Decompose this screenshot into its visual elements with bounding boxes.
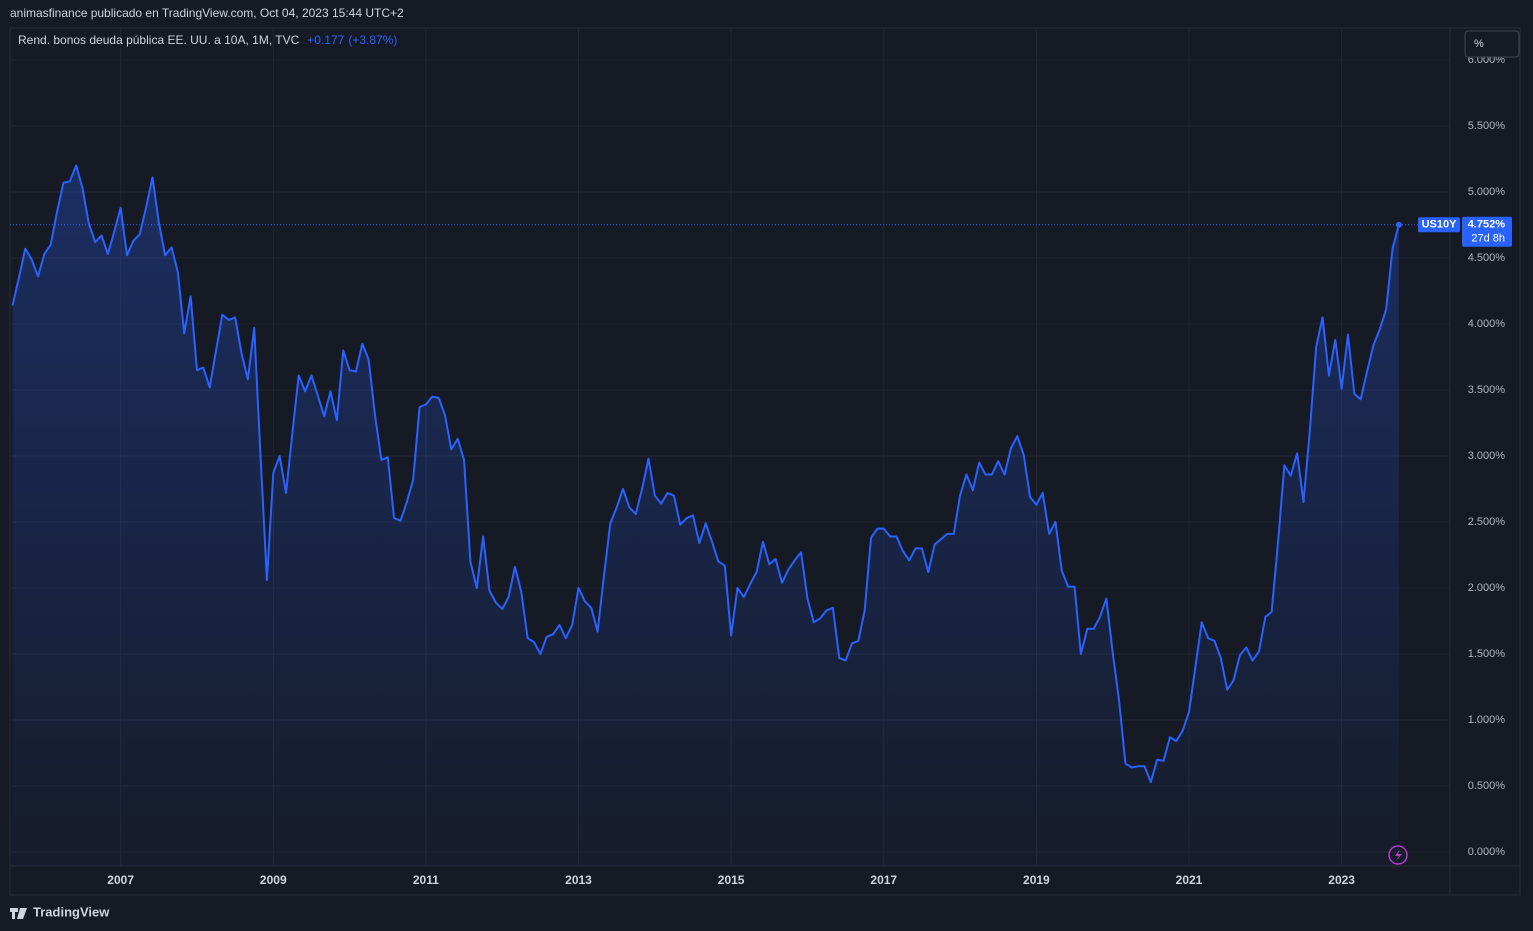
x-tick-label: 2019	[1023, 873, 1050, 887]
area-fill	[12, 165, 1399, 866]
lightning-icon[interactable]	[1388, 845, 1408, 865]
y-tick-label: 1.000%	[1468, 714, 1506, 726]
y-tick-label: 5.500%	[1468, 120, 1506, 132]
x-tick-label: 2009	[260, 873, 287, 887]
series-name: US10Y	[1422, 219, 1458, 231]
lightning-bolt	[1395, 849, 1402, 861]
y-tick-label: 5.000%	[1468, 186, 1506, 198]
y-tick-label: 2.000%	[1468, 582, 1506, 594]
brand: TradingView	[33, 904, 110, 919]
change-percent: (+3.87%)	[348, 33, 397, 47]
change-value: +0.177	[307, 33, 344, 47]
x-tick-label: 2017	[870, 873, 897, 887]
axes: 0.000% 0.500% 1.000% 1.500% 2.000% 2.500% 3.00…	[107, 54, 1512, 887]
y-tick-label: 1.500%	[1468, 648, 1506, 660]
y-tick-label: 2.500%	[1468, 516, 1506, 528]
scale-button[interactable]	[1464, 30, 1520, 58]
last-value-tag	[1462, 216, 1512, 247]
y-tick-label: 0.000%	[1468, 846, 1506, 858]
y-tick-label: 3.500%	[1468, 384, 1506, 396]
y-tick-label: 3.000%	[1468, 450, 1506, 462]
publisher-note: animasfinance publicado en TradingView.c…	[10, 6, 404, 20]
legend-title: Rend. bonos deuda pública EE. UU. a 10A,…	[18, 33, 300, 47]
x-tick-label: 2015	[718, 873, 745, 887]
last-value-label: 4.752%	[1468, 219, 1506, 231]
x-tick-label: 2013	[565, 873, 592, 887]
scale-button-label[interactable]: %	[1474, 38, 1484, 50]
x-tick-label: 2023	[1328, 873, 1355, 887]
last-point	[1395, 221, 1402, 228]
tradingview-logo	[10, 908, 27, 919]
y-tick-label: 4.000%	[1468, 318, 1506, 330]
y-tick-label: 4.500%	[1468, 252, 1506, 264]
footer-bar	[0, 896, 1533, 931]
countdown: 27d 8h	[1471, 233, 1505, 245]
x-tick-label: 2007	[107, 873, 134, 887]
plot-area	[10, 164, 1450, 866]
series-line	[11, 164, 1400, 784]
x-tick-label: 2011	[413, 873, 439, 887]
series-name-tag	[1418, 217, 1460, 233]
y-tick-label: 0.500%	[1468, 780, 1506, 792]
x-tick-label: 2021	[1176, 873, 1203, 887]
